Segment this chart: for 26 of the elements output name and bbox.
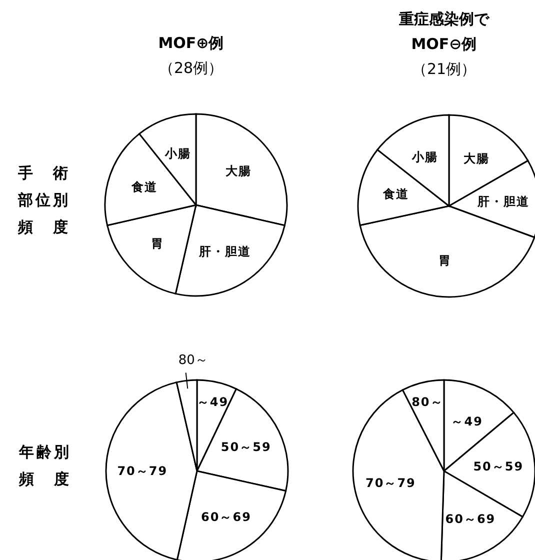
slice-label: 80～ — [412, 394, 444, 409]
slice-label: 食道 — [382, 186, 409, 201]
chart-title: 重症感染例でMOF⊖例 — [398, 9, 490, 55]
slice-label: 胃 — [150, 236, 164, 251]
slice-label: ～49 — [451, 414, 483, 429]
slice-label: 大腸 — [226, 164, 252, 178]
slice-label: 60～69 — [201, 510, 252, 524]
slice-label: 70～79 — [366, 476, 416, 490]
slice-label: 大腸 — [463, 152, 490, 166]
slice-label: 小腸 — [164, 146, 191, 160]
slice-label: 小腸 — [411, 150, 438, 164]
slice-label: 肝・胆道 — [198, 244, 251, 258]
slice-label: 食道 — [130, 180, 158, 194]
slice-label: 70～79 — [117, 464, 168, 478]
chart-subtitle: （21例） — [410, 59, 478, 80]
slice-label: ～49 — [196, 394, 229, 409]
slice-label: 肝・胆道 — [476, 194, 530, 208]
text: 手術部位別頻度 — [18, 162, 68, 238]
chart-title: MOF⊕例 — [157, 33, 225, 54]
slice-label: 80～ — [178, 353, 208, 368]
chart-subtitle: （28例） — [158, 58, 224, 79]
text: 年齢別頻度 — [19, 442, 69, 490]
slice-label: 50～59 — [220, 440, 272, 454]
slice-label: 60～69 — [445, 512, 496, 526]
slice-label: 50～59 — [473, 459, 524, 474]
slice-label: 胃 — [438, 253, 452, 268]
